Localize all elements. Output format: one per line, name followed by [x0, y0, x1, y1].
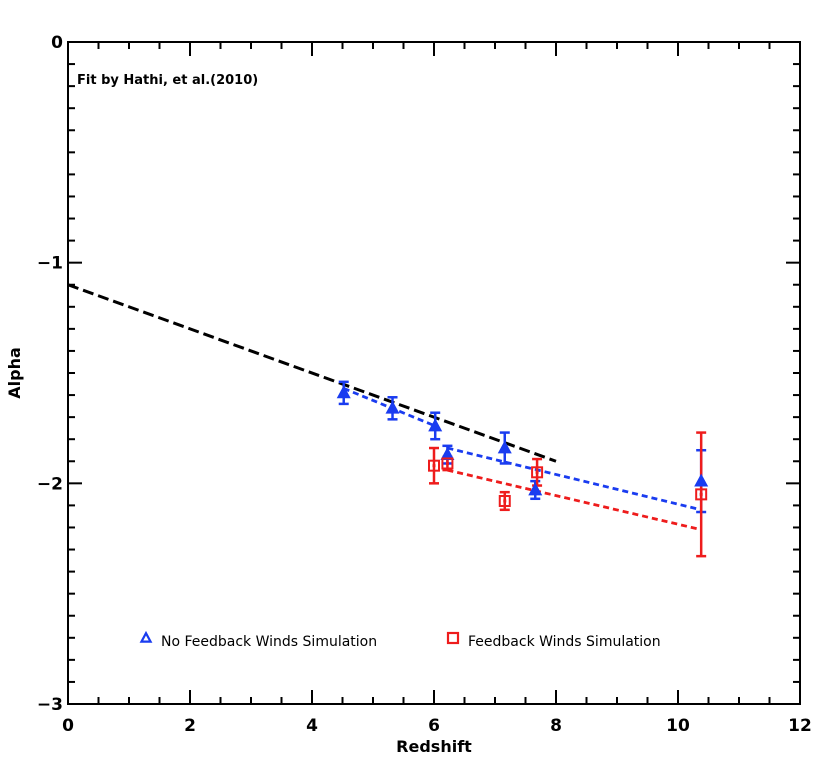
data-point-feedback — [531, 466, 544, 479]
fit-line-hathi — [67, 283, 557, 463]
legend-label-feedback: Feedback Winds Simulation — [468, 634, 661, 650]
legend-label-no-feedback: No Feedback Winds Simulation — [161, 634, 377, 650]
y-tick-label: −3 — [37, 695, 63, 715]
data-point-no-feedback — [528, 482, 543, 496]
legend-marker-no-feedback — [139, 630, 153, 643]
y-tick-label: −2 — [37, 474, 63, 494]
x-tick-label: 0 — [62, 716, 74, 736]
plot-frame — [67, 41, 801, 705]
data-point-no-feedback — [428, 418, 443, 432]
legend: No Feedback Winds Simulation Feedback Wi… — [139, 630, 661, 650]
data-markers — [336, 385, 709, 507]
axis-ticks — [67, 41, 801, 705]
x-axis-title: Redshift — [396, 737, 472, 756]
x-tick-label: 12 — [788, 716, 812, 736]
data-point-no-feedback — [497, 440, 512, 454]
y-tick-label: −1 — [37, 254, 63, 274]
y-tick-labels: 0 −1 −2 −3 — [37, 33, 63, 715]
fit-annotation: Fit by Hathi, et al.(2010) — [77, 73, 258, 88]
data-point-feedback — [695, 488, 708, 501]
data-point-no-feedback — [336, 385, 351, 399]
data-point-no-feedback — [694, 473, 709, 487]
data-point-feedback — [441, 457, 454, 470]
fit-line-feedback — [447, 468, 702, 532]
data-point-feedback-dot — [445, 461, 449, 465]
data-point-feedback-dot — [503, 499, 507, 503]
data-point-feedback-dot — [535, 470, 539, 474]
data-point-feedback-dot — [699, 492, 703, 496]
fit-line-no-feedback-high — [343, 387, 436, 428]
x-tick-labels: 0 2 4 6 8 10 12 — [62, 716, 812, 736]
y-axis-title: Alpha — [5, 347, 24, 399]
x-tick-label: 2 — [184, 716, 196, 736]
x-tick-label: 4 — [306, 716, 318, 736]
data-point-no-feedback — [385, 400, 400, 414]
data-point-feedback — [428, 459, 440, 472]
data-point-feedback-dot — [432, 464, 436, 468]
legend-marker-feedback — [446, 631, 460, 645]
x-tick-label: 10 — [666, 716, 690, 736]
y-tick-label: 0 — [51, 33, 63, 53]
x-tick-label: 8 — [550, 716, 562, 736]
fit-line-no-feedback-low — [447, 446, 702, 512]
data-point-feedback — [498, 494, 511, 507]
x-tick-label: 6 — [428, 716, 440, 736]
data-point-no-feedback — [440, 447, 455, 461]
fit-lines — [67, 283, 702, 532]
